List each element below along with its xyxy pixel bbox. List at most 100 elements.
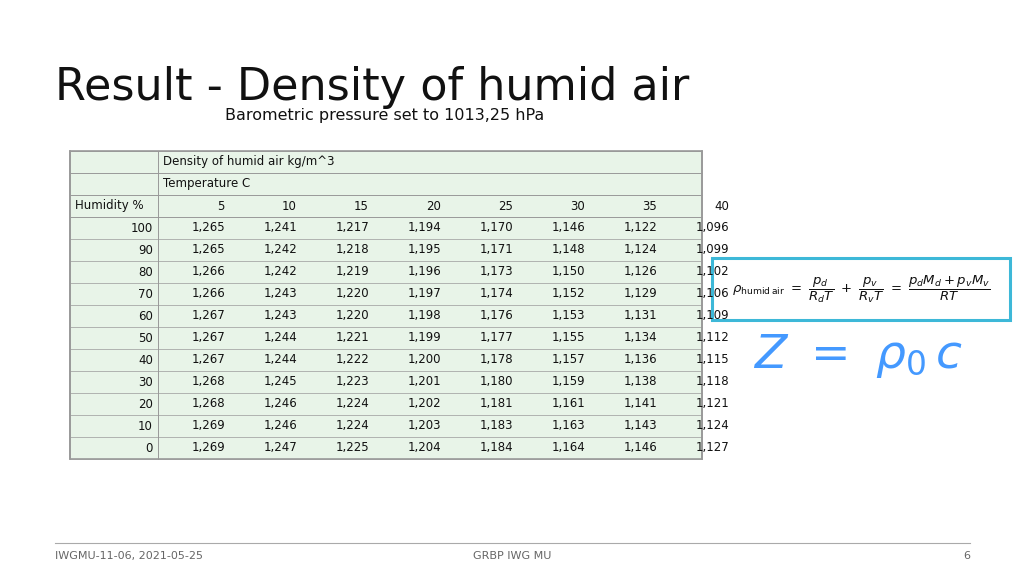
Text: 1,269: 1,269: [191, 419, 225, 433]
Text: 1,136: 1,136: [624, 354, 657, 366]
Text: 30: 30: [570, 199, 585, 213]
Text: 1,122: 1,122: [624, 222, 657, 234]
Text: 1,109: 1,109: [695, 309, 729, 323]
Text: 1,152: 1,152: [551, 287, 585, 301]
Text: 90: 90: [138, 244, 153, 256]
FancyBboxPatch shape: [712, 258, 1010, 320]
Text: 1,217: 1,217: [335, 222, 369, 234]
Text: 10: 10: [138, 419, 153, 433]
Text: 1,267: 1,267: [191, 354, 225, 366]
Text: Humidity %: Humidity %: [75, 199, 143, 213]
Text: 1,221: 1,221: [335, 332, 369, 344]
Text: 1,224: 1,224: [335, 397, 369, 411]
Text: Temperature C: Temperature C: [163, 177, 250, 191]
Text: 1,220: 1,220: [336, 309, 369, 323]
Text: 20: 20: [138, 397, 153, 411]
Text: 100: 100: [131, 222, 153, 234]
Text: 1,178: 1,178: [479, 354, 513, 366]
Text: 1,201: 1,201: [408, 376, 441, 388]
Text: 1,181: 1,181: [479, 397, 513, 411]
Text: 1,102: 1,102: [695, 266, 729, 279]
Text: 1,246: 1,246: [263, 419, 297, 433]
Text: 1,204: 1,204: [408, 441, 441, 454]
Text: 1,244: 1,244: [263, 332, 297, 344]
Text: 1,124: 1,124: [624, 244, 657, 256]
Text: 1,200: 1,200: [408, 354, 441, 366]
Text: 1,112: 1,112: [695, 332, 729, 344]
Text: 1,161: 1,161: [551, 397, 585, 411]
Text: $\rho_{\mathrm{humid\,air}}\ =\ \dfrac{p_d}{R_d T}\ +\ \dfrac{p_v}{R_v T}\ =\ \d: $\rho_{\mathrm{humid\,air}}\ =\ \dfrac{p…: [732, 274, 990, 305]
Text: 30: 30: [138, 376, 153, 388]
Text: 1,244: 1,244: [263, 354, 297, 366]
Text: 1,143: 1,143: [624, 419, 657, 433]
Text: 1,267: 1,267: [191, 332, 225, 344]
Text: 1,247: 1,247: [263, 441, 297, 454]
Text: 10: 10: [283, 199, 297, 213]
Text: 1,170: 1,170: [479, 222, 513, 234]
Text: Density of humid air kg/m^3: Density of humid air kg/m^3: [163, 156, 335, 169]
Text: 1,157: 1,157: [551, 354, 585, 366]
Text: 1,126: 1,126: [624, 266, 657, 279]
Text: 1,242: 1,242: [263, 266, 297, 279]
Text: 1,134: 1,134: [624, 332, 657, 344]
Text: 1,099: 1,099: [695, 244, 729, 256]
Text: 1,184: 1,184: [479, 441, 513, 454]
Text: 15: 15: [354, 199, 369, 213]
Text: 1,129: 1,129: [624, 287, 657, 301]
Text: 1,268: 1,268: [191, 376, 225, 388]
Text: 1,269: 1,269: [191, 441, 225, 454]
Text: 1,224: 1,224: [335, 419, 369, 433]
Text: 1,266: 1,266: [191, 287, 225, 301]
Text: 1,197: 1,197: [408, 287, 441, 301]
Text: 1,223: 1,223: [336, 376, 369, 388]
Text: Result - Density of humid air: Result - Density of humid air: [55, 66, 689, 109]
Text: 1,171: 1,171: [479, 244, 513, 256]
Text: 1,180: 1,180: [479, 376, 513, 388]
Text: 0: 0: [145, 441, 153, 454]
Text: 1,146: 1,146: [551, 222, 585, 234]
Text: 1,150: 1,150: [552, 266, 585, 279]
Text: 1,265: 1,265: [191, 244, 225, 256]
Text: 1,202: 1,202: [408, 397, 441, 411]
Text: 1,121: 1,121: [695, 397, 729, 411]
Text: 1,163: 1,163: [551, 419, 585, 433]
Text: 20: 20: [426, 199, 441, 213]
Text: 1,219: 1,219: [335, 266, 369, 279]
Text: 1,242: 1,242: [263, 244, 297, 256]
Text: 1,148: 1,148: [551, 244, 585, 256]
Text: 1,267: 1,267: [191, 309, 225, 323]
Text: 1,183: 1,183: [479, 419, 513, 433]
Text: 1,159: 1,159: [551, 376, 585, 388]
Text: 1,195: 1,195: [408, 244, 441, 256]
Text: 1,222: 1,222: [335, 354, 369, 366]
Text: 70: 70: [138, 287, 153, 301]
Text: 1,096: 1,096: [695, 222, 729, 234]
Text: 1,155: 1,155: [552, 332, 585, 344]
Text: 40: 40: [714, 199, 729, 213]
Text: 1,138: 1,138: [624, 376, 657, 388]
Text: GRBP IWG MU: GRBP IWG MU: [473, 551, 551, 561]
Text: 1,173: 1,173: [479, 266, 513, 279]
Text: 40: 40: [138, 354, 153, 366]
Text: 6: 6: [963, 551, 970, 561]
Text: 1,164: 1,164: [551, 441, 585, 454]
Text: 1,218: 1,218: [336, 244, 369, 256]
Text: 1,177: 1,177: [479, 332, 513, 344]
Text: 1,199: 1,199: [408, 332, 441, 344]
Text: 1,196: 1,196: [408, 266, 441, 279]
Text: 25: 25: [498, 199, 513, 213]
Text: 1,220: 1,220: [336, 287, 369, 301]
Text: Barometric pressure set to 1013,25 hPa: Barometric pressure set to 1013,25 hPa: [225, 108, 545, 123]
Text: 1,198: 1,198: [408, 309, 441, 323]
Text: 1,266: 1,266: [191, 266, 225, 279]
Text: 5: 5: [218, 199, 225, 213]
Text: 35: 35: [642, 199, 657, 213]
Text: 1,106: 1,106: [695, 287, 729, 301]
Text: 1,131: 1,131: [624, 309, 657, 323]
Text: 1,146: 1,146: [624, 441, 657, 454]
Text: 50: 50: [138, 332, 153, 344]
Text: 80: 80: [138, 266, 153, 279]
Text: 1,241: 1,241: [263, 222, 297, 234]
Text: 1,265: 1,265: [191, 222, 225, 234]
Text: 1,203: 1,203: [408, 419, 441, 433]
